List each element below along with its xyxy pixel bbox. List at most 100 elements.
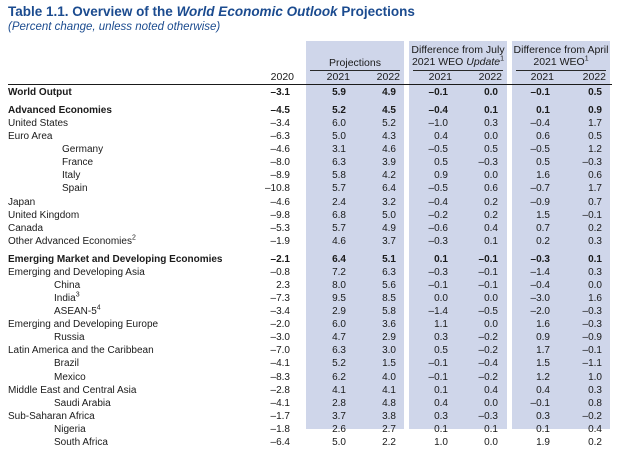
cell-value: 6.3 xyxy=(332,345,346,357)
cell-value: –0.1 xyxy=(428,371,448,383)
cell-value: 1.2 xyxy=(536,371,550,383)
row-label: Middle East and Central Asia xyxy=(8,384,137,396)
cell-value: –0.3 xyxy=(478,410,498,422)
cell-value: 4.5 xyxy=(382,104,396,116)
cell-value: 0.3 xyxy=(434,410,448,422)
cell-value: –0.1 xyxy=(530,397,550,409)
april-difference-column-band xyxy=(512,41,610,429)
cell-value: 0.2 xyxy=(536,235,550,247)
cell-value: 0.3 xyxy=(588,235,602,247)
cell-value: 0.1 xyxy=(484,423,498,435)
cell-value: 2.3 xyxy=(276,279,290,291)
cell-value: –0.2 xyxy=(478,345,498,357)
row-label: Mexico xyxy=(54,371,86,383)
cell-value: 0.1 xyxy=(536,423,550,435)
cell-value: 0.4 xyxy=(484,222,498,234)
table-row: United Kingdom –9.8 6.8 5.0 –0.2 0.2 1.5 –0.1 xyxy=(0,209,640,222)
table-row: Spain –10.8 5.7 6.4 –0.5 0.6 –0.7 1.7 xyxy=(0,182,640,195)
row-label: ASEAN-54 xyxy=(54,304,101,318)
cell-value: 6.4 xyxy=(382,183,396,195)
cell-value: 1.5 xyxy=(536,358,550,370)
cell-value: –0.1 xyxy=(428,279,448,291)
cell-value: 1.0 xyxy=(434,437,448,449)
april-difference-header: Difference from April 2021 WEO1 xyxy=(513,44,609,68)
cell-value: –0.3 xyxy=(582,306,602,318)
cell-value: –0.1 xyxy=(582,345,602,357)
row-label: Advanced Economies xyxy=(8,104,112,116)
cell-value: 8.5 xyxy=(382,293,396,304)
cell-value: 6.0 xyxy=(332,117,346,129)
cell-value: –0.3 xyxy=(530,253,550,265)
cell-value: –0.4 xyxy=(428,104,448,116)
cell-value: –0.5 xyxy=(530,144,550,156)
row-label: Emerging and Developing Asia xyxy=(8,266,145,278)
table-row: Latin America and the Caribbean –7.0 6.3 3.… xyxy=(0,344,640,357)
cell-value: 4.1 xyxy=(382,384,396,396)
cell-value: –2.8 xyxy=(270,384,290,396)
cell-value: 1.7 xyxy=(588,117,602,129)
cell-value: –0.8 xyxy=(270,266,290,278)
cell-value: –1.4 xyxy=(530,266,550,278)
table-body: World Output –3.1 5.9 4.9 –0.1 0.0 –0.1 0.5 Adva… xyxy=(0,86,640,449)
year-header-2020: 2020 xyxy=(270,71,294,83)
cell-value: 4.9 xyxy=(382,87,396,98)
cell-value: 5.2 xyxy=(332,358,346,370)
cell-value: 5.8 xyxy=(332,170,346,182)
page-subtitle: (Percent change, unless noted otherwise) xyxy=(8,21,221,33)
cell-value: 0.5 xyxy=(484,144,498,156)
cell-value: 3.1 xyxy=(332,144,346,156)
cell-value: 0.1 xyxy=(536,104,550,116)
cell-value: 0.0 xyxy=(484,87,498,98)
row-label: World Output xyxy=(8,87,72,98)
year-header-proj-2021: 2021 xyxy=(326,71,350,83)
cell-value: –0.3 xyxy=(582,319,602,331)
cell-value: –0.2 xyxy=(478,371,498,383)
cell-value: –3.1 xyxy=(270,87,290,98)
cell-value: 3.0 xyxy=(382,345,396,357)
cell-value: 0.5 xyxy=(588,131,602,143)
row-label: India3 xyxy=(54,291,80,304)
cell-value: –4.6 xyxy=(270,144,290,156)
cell-value: 0.5 xyxy=(588,87,602,98)
cell-value: 0.2 xyxy=(588,222,602,234)
cell-value: 0.3 xyxy=(484,117,498,129)
cell-value: 0.3 xyxy=(588,384,602,396)
row-label: United Kingdom xyxy=(8,209,80,221)
cell-value: 1.9 xyxy=(536,437,550,449)
cell-value: –4.1 xyxy=(270,397,290,409)
cell-value: 5.7 xyxy=(332,222,346,234)
row-label: Brazil xyxy=(54,358,80,370)
year-header-july-2022: 2022 xyxy=(478,71,502,83)
projections-column-band xyxy=(306,41,404,429)
cell-value: –1.4 xyxy=(428,306,448,318)
cell-value: 3.2 xyxy=(382,196,396,208)
cell-value: –0.9 xyxy=(582,332,602,344)
cell-value: 1.0 xyxy=(588,371,602,383)
cell-value: 0.4 xyxy=(434,131,448,143)
cell-value: 0.3 xyxy=(536,410,550,422)
cell-value: 4.6 xyxy=(332,235,346,247)
cell-value: 3.6 xyxy=(382,319,396,331)
cell-value: 2.9 xyxy=(382,332,396,344)
cell-value: –2.0 xyxy=(270,319,290,331)
cell-value: 0.4 xyxy=(588,423,602,435)
row-label: Sub-Saharan Africa xyxy=(8,410,95,422)
row-label: Italy xyxy=(62,170,81,182)
cell-value: 1.6 xyxy=(536,319,550,331)
year-header-july-2021: 2021 xyxy=(428,71,452,83)
cell-value: –1.9 xyxy=(270,235,290,247)
cell-value: 6.3 xyxy=(382,266,396,278)
cell-value: –0.3 xyxy=(428,235,448,247)
cell-value: 1.1 xyxy=(434,319,448,331)
cell-value: 2.6 xyxy=(332,423,346,435)
cell-value: 5.8 xyxy=(382,306,396,318)
row-label: Germany xyxy=(62,144,104,156)
table-row: China 2.3 8.0 5.6 –0.1 –0.1 –0.4 0.0 xyxy=(0,279,640,292)
cell-value: –0.1 xyxy=(530,87,550,98)
cell-value: –4.5 xyxy=(270,104,290,116)
cell-value: –1.8 xyxy=(270,423,290,435)
cell-value: –0.3 xyxy=(582,157,602,169)
cell-value: –8.9 xyxy=(270,170,290,182)
row-label: China xyxy=(54,279,81,291)
table-row: South Africa –6.4 5.0 2.2 1.0 0.0 1.9 0.2 xyxy=(0,436,640,449)
